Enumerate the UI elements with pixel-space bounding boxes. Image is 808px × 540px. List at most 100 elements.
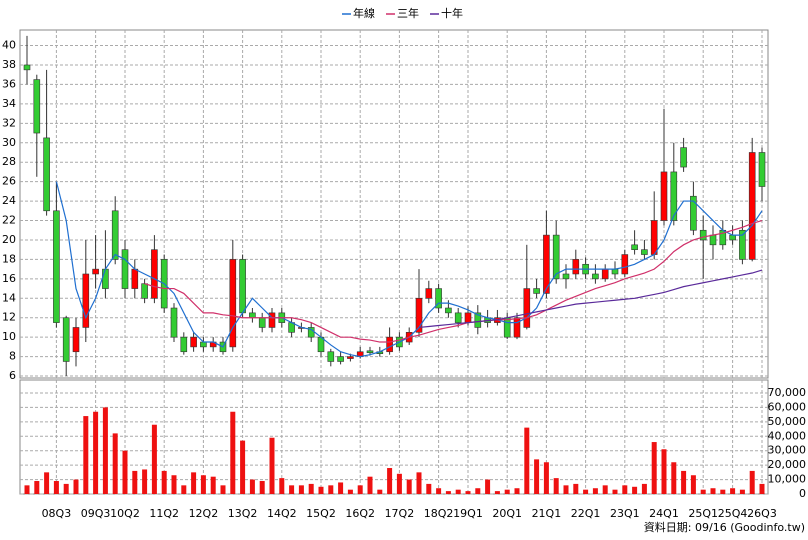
footnote: 資料日期: 09/16 (Goodinfo.tw) (644, 520, 805, 534)
candle-body (739, 229, 746, 260)
candle-body (435, 288, 442, 309)
volume-bar (592, 488, 598, 494)
x-tick-label: 22Q1 (571, 507, 601, 520)
volume-bar (122, 450, 128, 494)
y-tick-label: 40 (2, 39, 16, 52)
volume-bar (318, 486, 324, 494)
x-tick-label: 08Q3 (42, 507, 72, 520)
x-tick-label: 18Q2 (424, 507, 454, 520)
volume-bar (494, 491, 500, 494)
x-tick-label: 15Q2 (306, 507, 336, 520)
volume-bar (338, 482, 344, 494)
volume-bar (249, 479, 255, 494)
volume-bar (436, 488, 442, 494)
candle-body (709, 234, 717, 246)
volume-bar (328, 485, 334, 494)
price-frame (19, 29, 769, 379)
volume-bar (44, 472, 50, 494)
candle-body (200, 341, 207, 348)
x-tick-label: 24Q1 (649, 507, 679, 520)
volume-bar (279, 478, 285, 494)
volume-bar (583, 489, 589, 494)
candle-body (249, 312, 256, 319)
candle-body (111, 210, 119, 260)
volume-bar (524, 427, 530, 494)
volume-bar (298, 485, 304, 494)
candle-body (121, 249, 129, 289)
volume-bar (132, 470, 138, 494)
candle-body (327, 351, 335, 362)
x-tick-label: 25Q4 (718, 507, 748, 520)
volume-tick-label: 20,000 (768, 458, 807, 471)
y-tick-label: 30 (2, 136, 16, 149)
candle-body (503, 317, 511, 338)
volume-bar (142, 469, 148, 494)
y-tick-label: 36 (2, 77, 16, 90)
volume-bar (445, 491, 451, 494)
volume-bar (485, 479, 491, 494)
candle-body (445, 307, 452, 314)
candle-body (748, 152, 756, 260)
volume-bar (690, 475, 696, 494)
candle-body (43, 137, 50, 212)
volume-bar (151, 424, 157, 494)
candle-body (513, 317, 521, 338)
x-tick-label: 13Q2 (228, 507, 258, 520)
volume-tick-label: 40,000 (768, 429, 807, 442)
volume-frame (19, 379, 769, 495)
candle-body (631, 244, 638, 250)
ma-line (144, 219, 763, 343)
volume-bar (112, 433, 118, 494)
volume-bar (24, 485, 30, 494)
volume-bar (514, 488, 520, 494)
volume-bar (347, 489, 353, 494)
candle-body (572, 259, 580, 275)
volume-bar (220, 485, 226, 494)
x-tick-label: 25Q1 (688, 507, 718, 520)
volume-bar (749, 470, 755, 494)
x-tick-label: 12Q2 (189, 507, 219, 520)
candle-body (464, 312, 472, 323)
y-tick-label: 8 (9, 350, 16, 363)
candle-body (347, 356, 354, 359)
x-tick-label: 14Q2 (267, 507, 297, 520)
x-tick-label: 19Q1 (453, 507, 483, 520)
candle-body (552, 234, 560, 280)
volume-bar (504, 489, 510, 494)
candle-body (82, 273, 90, 328)
volume-bar (622, 485, 628, 494)
volume-bar (308, 483, 314, 494)
volume-bar (553, 478, 559, 494)
volume-bar (377, 489, 383, 494)
legend-label: 十年 (441, 6, 463, 20)
y-tick-label: 34 (2, 97, 16, 110)
candle-body (337, 356, 344, 362)
volume-bar (34, 481, 40, 494)
volume-bar (641, 483, 647, 494)
volume-bar (63, 483, 69, 494)
volume-tick-label: 70,000 (768, 386, 807, 399)
y-tick-label: 32 (2, 116, 16, 129)
candle-body (474, 312, 482, 328)
candle-body (23, 64, 31, 71)
volume-bar (475, 488, 481, 494)
candle-body (543, 234, 550, 294)
y-tick-label: 18 (2, 252, 16, 265)
y-tick-label: 10 (2, 330, 16, 343)
candle-body (611, 268, 619, 275)
candle-body (170, 307, 178, 338)
legend-label: 年線 (353, 6, 375, 20)
volume-bar (396, 473, 402, 494)
candle-body (680, 147, 687, 168)
y-tick-label: 16 (2, 272, 16, 285)
volume-bar (426, 483, 432, 494)
volume-bar (200, 475, 206, 494)
candle-body (729, 234, 736, 241)
volume-bar (661, 449, 667, 494)
y-tick-label: 22 (2, 214, 16, 227)
x-tick-label: 26Q3 (747, 507, 777, 520)
candle-body (758, 152, 766, 187)
volume-bar (730, 488, 736, 494)
volume-bar (406, 479, 412, 494)
